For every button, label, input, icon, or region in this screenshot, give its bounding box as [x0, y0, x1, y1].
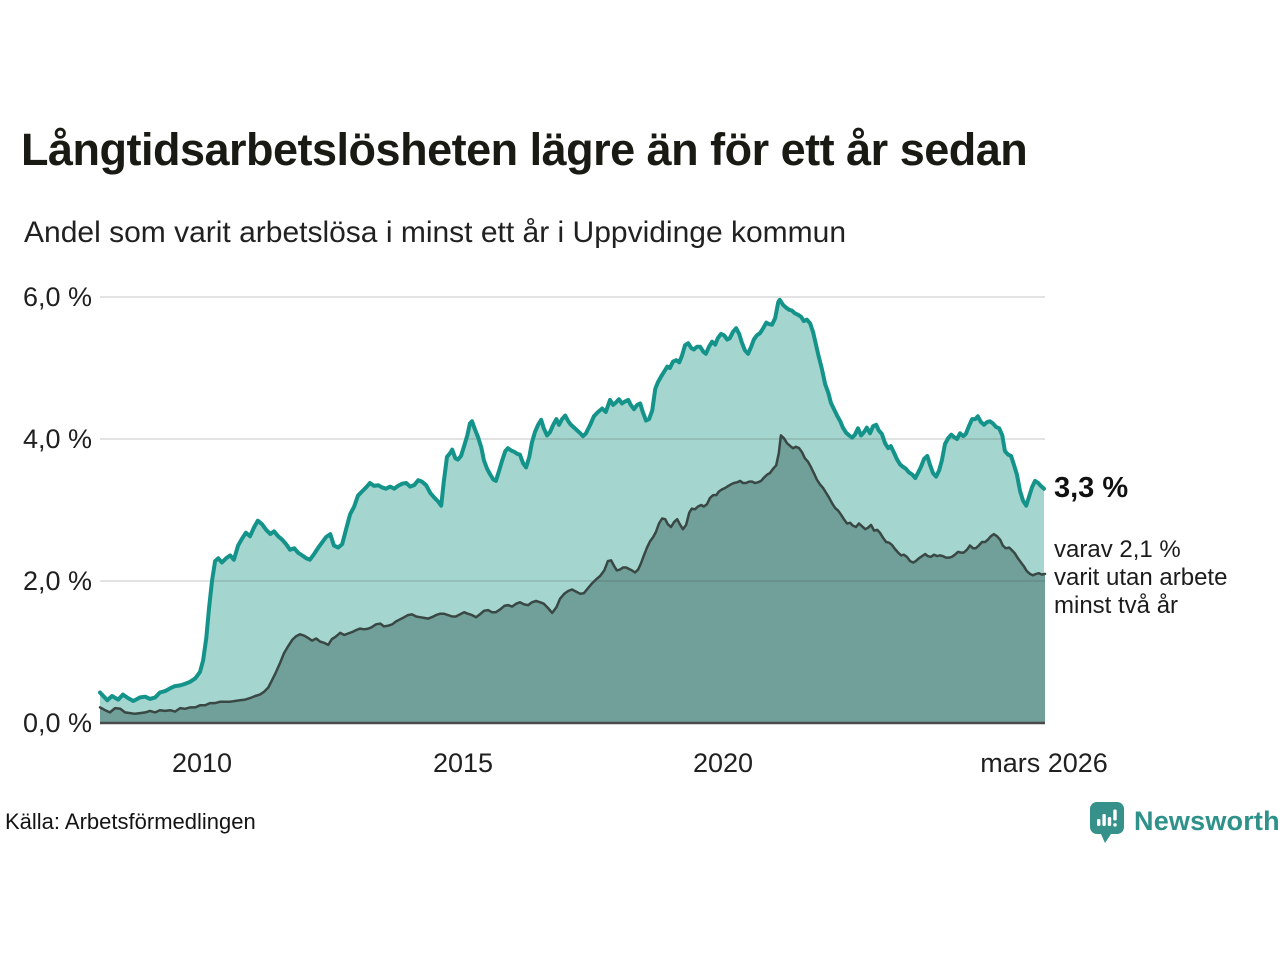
latest-value-label: 3,3 %: [1054, 472, 1129, 504]
x-axis-label-2020: 2020: [692, 748, 754, 778]
annotation-line-2: varit utan arbete: [1054, 564, 1228, 591]
x-axis-label-2010: 2010: [171, 748, 233, 778]
y-axis-label-0pct: 0,0 %: [22, 708, 92, 738]
unemployed-two-years-area: [100, 435, 1045, 723]
newsworthy-logo: Newsworthy: [1089, 801, 1280, 846]
area-chart: [98, 296, 1047, 725]
secondary-annotation: varav 2,1 % varit utan arbete minst två …: [1054, 536, 1227, 620]
unemployed-two-years-line: [98, 434, 1047, 716]
x-axis-label-2015: 2015: [432, 748, 494, 778]
y-axis-label-2pct: 2,0 %: [22, 566, 92, 596]
plot-area: 3,3 % varav 2,1 % varit utan arbete mins…: [23, 282, 1227, 778]
x-axis-label-mars-2026: mars 2026: [980, 748, 1108, 778]
chart-subtitle: Andel som varit arbetslösa i minst ett å…: [24, 216, 847, 249]
y-axis-label-4pct: 4,0 %: [22, 424, 92, 454]
source-attribution: Källa: Arbetsförmedlingen: [5, 809, 256, 834]
newsworthy-wordmark: Newsworthy: [1134, 806, 1280, 836]
annotation-line-3: minst två år: [1054, 592, 1179, 619]
y-axis-label-6pct: 6,0 %: [22, 282, 92, 312]
unemployed-one-year-line: [98, 297, 1046, 703]
chart-title: Långtidsarbetslösheten lägre än för ett …: [21, 124, 1028, 175]
newsworthy-bubble-bar-chart-icon: [1090, 802, 1124, 843]
annotation-line-1: varav 2,1 %: [1054, 536, 1181, 563]
